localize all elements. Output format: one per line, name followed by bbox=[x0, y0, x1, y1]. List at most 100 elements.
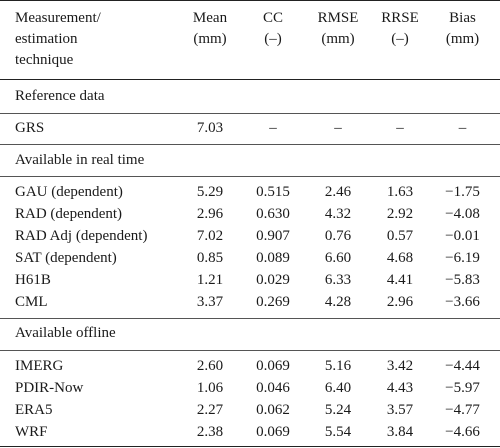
cell-mean: 1.21 bbox=[196, 272, 224, 288]
section-title-reference: Reference data bbox=[15, 88, 105, 104]
cell-bias: – bbox=[458, 120, 467, 136]
section-title-offline: Available offline bbox=[15, 325, 116, 341]
header-rrse-unit: (–) bbox=[391, 31, 409, 47]
cell-technique: PDIR-Now bbox=[15, 380, 84, 396]
cell-cc: 0.630 bbox=[256, 206, 290, 222]
cell-technique: GRS bbox=[15, 120, 45, 136]
table-row: WRF 2.38 0.069 5.54 3.84 −4.66 bbox=[0, 421, 500, 443]
header-technique-line1: Measurement/ bbox=[15, 10, 101, 26]
cell-rmse: 5.24 bbox=[324, 402, 352, 418]
cell-rrse: 4.41 bbox=[386, 272, 414, 288]
table-row: CML 3.37 0.269 4.28 2.96 −3.66 bbox=[0, 291, 500, 313]
cell-rrse: 1.63 bbox=[386, 184, 414, 200]
section-rule-realtime bbox=[0, 176, 500, 177]
cell-mean: 7.03 bbox=[196, 120, 224, 136]
cell-rmse: 4.32 bbox=[324, 206, 352, 222]
top-rule bbox=[0, 0, 500, 1]
header-bias-label: Bias bbox=[449, 10, 476, 26]
cell-cc: 0.269 bbox=[256, 294, 290, 310]
header-mean-unit: (mm) bbox=[193, 31, 227, 47]
header-rmse-label: RMSE bbox=[317, 10, 359, 26]
cell-rrse: – bbox=[396, 120, 404, 136]
header-technique-line3: technique bbox=[15, 52, 74, 68]
cell-mean: 2.60 bbox=[196, 358, 224, 374]
cell-technique: GAU (dependent) bbox=[15, 184, 123, 200]
section-rule-reference bbox=[0, 113, 500, 114]
section-rule-offline bbox=[0, 350, 500, 351]
cell-bias: −3.66 bbox=[445, 294, 480, 310]
cell-rrse: 3.57 bbox=[386, 402, 414, 418]
cell-mean: 3.37 bbox=[196, 294, 224, 310]
table-row: H61B 1.21 0.029 6.33 4.41 −5.83 bbox=[0, 269, 500, 291]
divider-rule bbox=[0, 318, 500, 319]
cell-rrse: 3.42 bbox=[386, 358, 414, 374]
cell-rmse: 6.33 bbox=[324, 272, 352, 288]
cell-rrse: 4.43 bbox=[386, 380, 414, 396]
cell-technique: RAD (dependent) bbox=[15, 206, 123, 222]
cell-cc: 0.069 bbox=[256, 358, 290, 374]
cell-bias: −4.44 bbox=[445, 358, 480, 374]
cell-technique: RAD Adj (dependent) bbox=[15, 228, 148, 244]
header-rmse-unit: (mm) bbox=[321, 31, 355, 47]
cell-bias: −0.01 bbox=[445, 228, 480, 244]
header-bias: Bias (mm) bbox=[430, 8, 495, 50]
cell-technique: IMERG bbox=[15, 358, 64, 374]
cell-mean: 2.96 bbox=[196, 206, 224, 222]
cell-rrse: 4.68 bbox=[386, 250, 414, 266]
cell-bias: −1.75 bbox=[445, 184, 480, 200]
header-rrse-label: RRSE bbox=[381, 10, 419, 26]
table-row: IMERG 2.60 0.069 5.16 3.42 −4.44 bbox=[0, 355, 500, 377]
table-row: RAD Adj (dependent) 7.02 0.907 0.76 0.57… bbox=[0, 225, 500, 247]
header-cc: CC (–) bbox=[248, 8, 298, 50]
cell-cc: 0.907 bbox=[256, 228, 290, 244]
header-cc-unit: (–) bbox=[264, 31, 282, 47]
cell-cc: 0.089 bbox=[256, 250, 290, 266]
cell-cc: 0.069 bbox=[256, 424, 290, 440]
cell-rrse: 2.92 bbox=[386, 206, 414, 222]
cell-mean: 7.02 bbox=[196, 228, 224, 244]
cell-cc: 0.029 bbox=[256, 272, 290, 288]
cell-rmse: – bbox=[334, 120, 342, 136]
cell-rmse: 6.40 bbox=[324, 380, 352, 396]
cell-bias: −6.19 bbox=[445, 250, 480, 266]
header-rmse: RMSE (mm) bbox=[308, 8, 368, 50]
cell-mean: 2.27 bbox=[196, 402, 224, 418]
header-mean: Mean (mm) bbox=[185, 8, 235, 50]
cell-rmse: 2.46 bbox=[324, 184, 352, 200]
header-technique: Measurement/ estimation technique bbox=[15, 8, 185, 71]
cell-technique: SAT (dependent) bbox=[15, 250, 117, 266]
cell-technique: H61B bbox=[15, 272, 51, 288]
header-rule bbox=[0, 79, 500, 80]
cell-bias: −5.83 bbox=[445, 272, 480, 288]
header-technique-line2: estimation bbox=[15, 31, 78, 47]
cell-mean: 1.06 bbox=[196, 380, 224, 396]
section-title-realtime: Available in real time bbox=[15, 152, 145, 168]
table-row: GAU (dependent) 5.29 0.515 2.46 1.63 −1.… bbox=[0, 181, 500, 203]
table-row: GRS 7.03 – – – – bbox=[0, 117, 500, 139]
cell-bias: −4.66 bbox=[445, 424, 480, 440]
header-rrse: RRSE (–) bbox=[370, 8, 430, 50]
cell-cc: – bbox=[269, 120, 277, 136]
bottom-rule bbox=[0, 446, 500, 447]
cell-rmse: 4.28 bbox=[324, 294, 352, 310]
cell-technique: CML bbox=[15, 294, 48, 310]
table-row: RAD (dependent) 2.96 0.630 4.32 2.92 −4.… bbox=[0, 203, 500, 225]
cell-rrse: 2.96 bbox=[386, 294, 414, 310]
header-bias-unit: (mm) bbox=[445, 31, 480, 47]
header-mean-label: Mean bbox=[192, 10, 228, 26]
cell-mean: 2.38 bbox=[196, 424, 224, 440]
header-cc-label: CC bbox=[262, 10, 283, 26]
cell-bias: −5.97 bbox=[445, 380, 480, 396]
cell-rrse: 3.84 bbox=[386, 424, 414, 440]
cell-mean: 0.85 bbox=[196, 250, 224, 266]
cell-technique: ERA5 bbox=[15, 402, 53, 418]
table-row: ERA5 2.27 0.062 5.24 3.57 −4.77 bbox=[0, 399, 500, 421]
cell-mean: 5.29 bbox=[196, 184, 224, 200]
table-row: SAT (dependent) 0.85 0.089 6.60 4.68 −6.… bbox=[0, 247, 500, 269]
cell-bias: −4.08 bbox=[445, 206, 480, 222]
cell-cc: 0.062 bbox=[256, 402, 290, 418]
cell-rmse: 6.60 bbox=[324, 250, 352, 266]
cell-bias: −4.77 bbox=[445, 402, 480, 418]
cell-rmse: 0.76 bbox=[324, 228, 352, 244]
cell-cc: 0.046 bbox=[256, 380, 290, 396]
